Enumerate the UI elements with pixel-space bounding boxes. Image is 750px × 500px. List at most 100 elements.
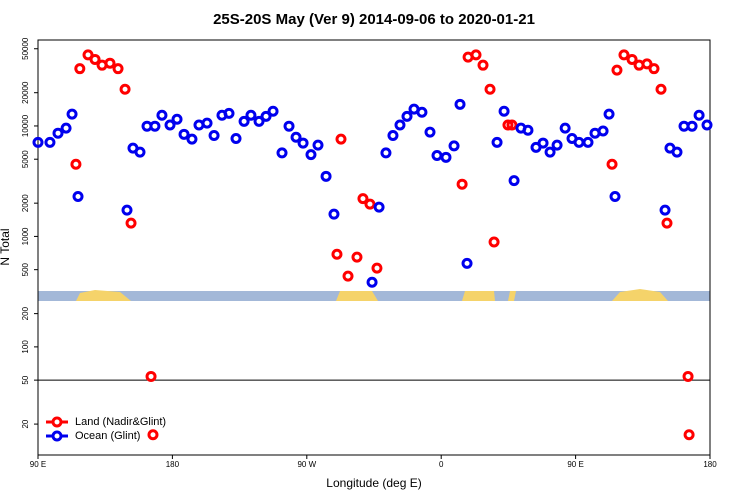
point — [448, 140, 460, 152]
x-tick-label: 90 W — [297, 460, 316, 469]
point — [253, 115, 265, 127]
plot-frame — [37, 39, 711, 456]
point — [66, 108, 78, 120]
point — [582, 136, 594, 148]
point — [60, 122, 72, 134]
point — [119, 83, 131, 95]
point — [394, 119, 406, 131]
point — [223, 107, 235, 119]
point — [373, 201, 385, 213]
point — [260, 110, 272, 122]
y-tick-label: 50 — [21, 375, 30, 384]
point — [491, 136, 503, 148]
point — [488, 236, 500, 248]
point — [267, 105, 279, 117]
point — [477, 59, 489, 71]
point — [498, 105, 510, 117]
legend-marker — [51, 430, 63, 442]
point — [401, 110, 413, 122]
point — [502, 119, 514, 131]
point — [682, 370, 694, 382]
point — [559, 122, 571, 134]
point — [551, 139, 563, 151]
point — [70, 158, 82, 170]
x-tick-label: 180 — [703, 460, 717, 469]
legend-marker — [51, 416, 63, 428]
point — [508, 175, 520, 187]
point — [147, 429, 159, 441]
point — [693, 109, 705, 121]
point — [454, 98, 466, 110]
point — [186, 133, 198, 145]
point — [603, 108, 615, 120]
point — [52, 127, 64, 139]
point — [104, 57, 116, 69]
point — [331, 248, 343, 260]
point — [178, 128, 190, 140]
map-strip — [38, 289, 710, 301]
point — [470, 49, 482, 61]
point — [597, 125, 609, 137]
point — [342, 270, 354, 282]
point — [351, 251, 363, 263]
point — [618, 49, 630, 61]
point — [283, 120, 295, 132]
point — [641, 58, 653, 70]
point — [276, 147, 288, 159]
y-tick-label: 500 — [21, 262, 30, 276]
y-tick-label: 5000 — [21, 150, 30, 168]
point — [245, 109, 257, 121]
point — [484, 83, 496, 95]
y-tick-label: 200 — [21, 306, 30, 320]
land-shape — [76, 290, 131, 301]
point — [201, 117, 213, 129]
y-tick-label: 1000 — [21, 227, 30, 245]
point — [380, 147, 392, 159]
point — [671, 146, 683, 158]
point — [366, 276, 378, 288]
point — [456, 178, 468, 190]
point — [89, 53, 101, 65]
point — [290, 131, 302, 143]
point — [125, 217, 137, 229]
point — [522, 124, 534, 136]
land-shape — [462, 291, 495, 301]
point — [609, 190, 621, 202]
point — [440, 151, 452, 163]
point — [544, 146, 556, 158]
point — [72, 190, 84, 202]
point — [238, 115, 250, 127]
y-tick-label: 20 — [21, 419, 30, 428]
point — [506, 119, 518, 131]
point — [171, 113, 183, 125]
point — [573, 136, 585, 148]
point — [44, 136, 56, 148]
land-shape — [508, 291, 516, 301]
point — [305, 149, 317, 161]
point — [357, 193, 369, 205]
y-axis-label: N Total — [0, 228, 12, 265]
point — [230, 132, 242, 144]
point — [371, 262, 383, 274]
point — [424, 126, 436, 138]
point — [431, 150, 443, 162]
land-shape — [336, 291, 378, 301]
point — [112, 63, 124, 75]
point — [74, 63, 86, 75]
point — [364, 198, 376, 210]
point — [686, 120, 698, 132]
point — [655, 83, 667, 95]
point — [701, 119, 713, 131]
y-tick-label: 2000 — [21, 194, 30, 212]
point — [32, 136, 44, 148]
point — [312, 139, 324, 151]
chart-title: 25S-20S May (Ver 9) 2014-09-06 to 2020-0… — [213, 11, 535, 28]
point — [328, 208, 340, 220]
point — [134, 146, 146, 158]
point — [320, 170, 332, 182]
x-tick-label: 90 E — [30, 460, 46, 469]
point — [149, 120, 161, 132]
legend-label: Land (Nadir&Glint) — [75, 416, 166, 428]
point — [537, 137, 549, 149]
